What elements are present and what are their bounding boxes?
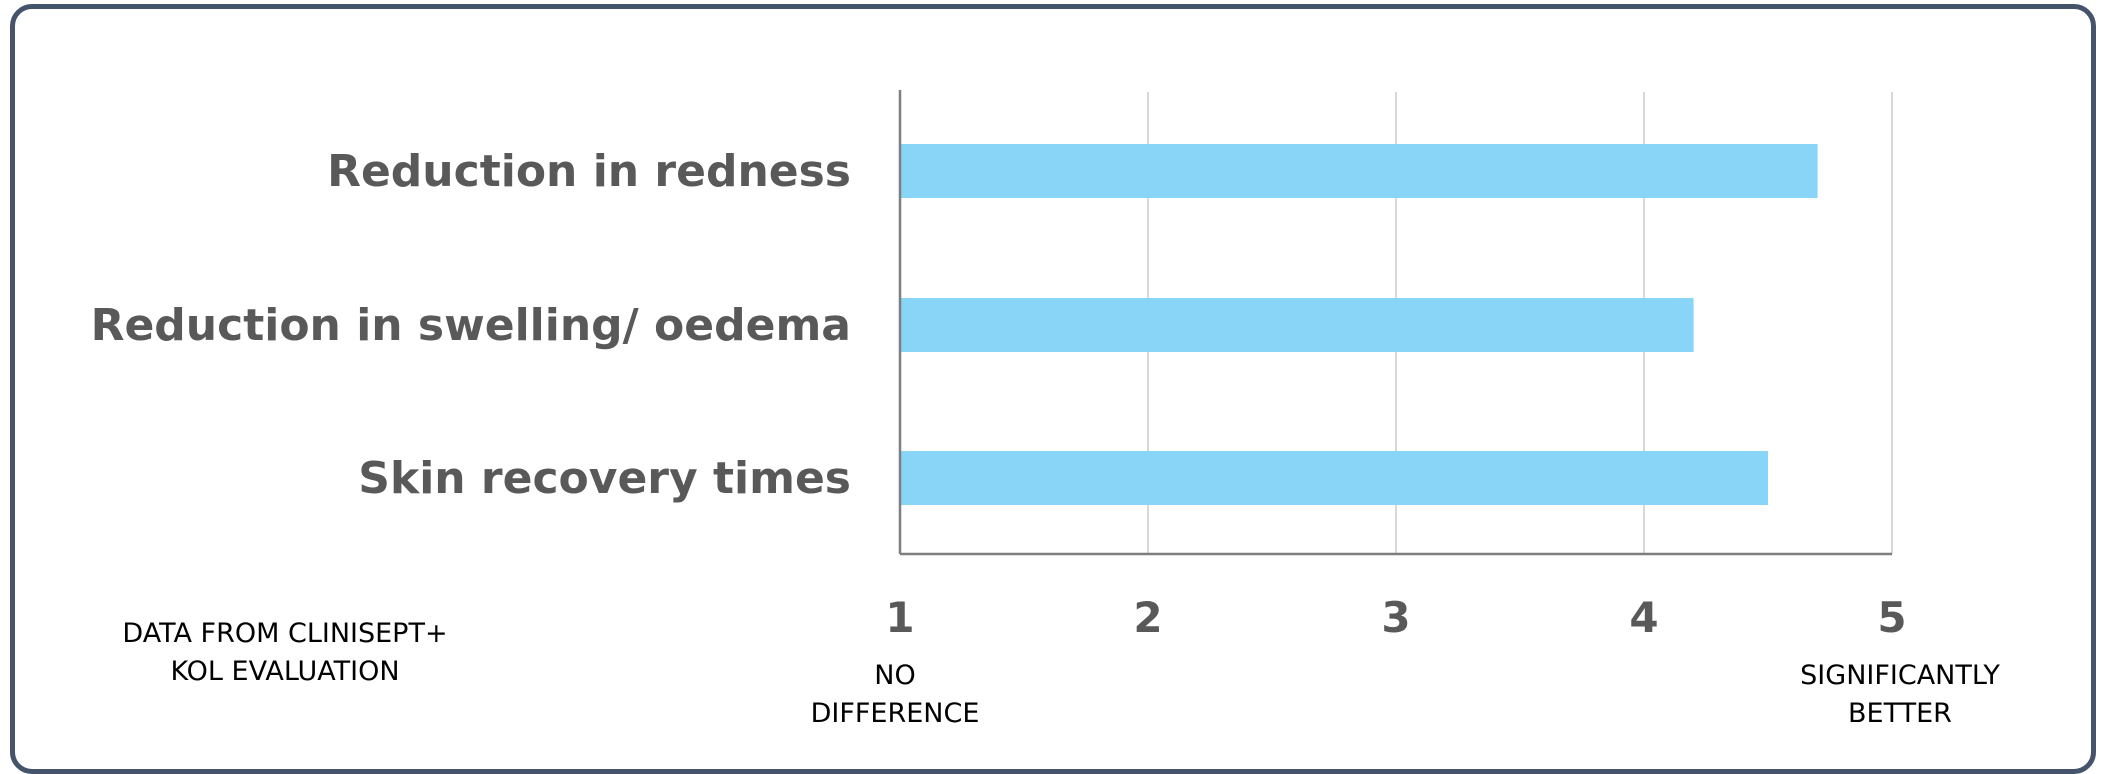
category-label: Reduction in redness xyxy=(327,146,851,197)
scale-high-line1: SIGNIFICANTLY xyxy=(1800,660,2000,691)
x-tick-label: 5 xyxy=(1877,593,1906,642)
x-tick-label: 1 xyxy=(885,593,914,642)
chart-frame xyxy=(10,4,2096,774)
scale-high-line2: BETTER xyxy=(1848,698,1952,729)
category-label: Skin recovery times xyxy=(358,453,851,504)
source-note-line1: DATA FROM CLINISEPT+ xyxy=(122,618,448,649)
category-label: Reduction in swelling/ oedema xyxy=(91,300,851,351)
source-note: DATA FROM CLINISEPT+ KOL EVALUATION xyxy=(110,615,460,691)
source-note-line2: KOL EVALUATION xyxy=(170,656,400,687)
x-tick-label: 4 xyxy=(1629,593,1658,642)
scale-low-line1: NO xyxy=(874,660,916,691)
bar xyxy=(900,298,1694,352)
x-tick-label: 3 xyxy=(1381,593,1410,642)
bar xyxy=(900,451,1768,505)
bar xyxy=(900,144,1818,198)
scale-low-line2: DIFFERENCE xyxy=(810,698,980,729)
scale-low-label: NO DIFFERENCE xyxy=(795,657,995,733)
x-tick-label: 2 xyxy=(1133,593,1162,642)
scale-high-label: SIGNIFICANTLY BETTER xyxy=(1780,657,2020,733)
